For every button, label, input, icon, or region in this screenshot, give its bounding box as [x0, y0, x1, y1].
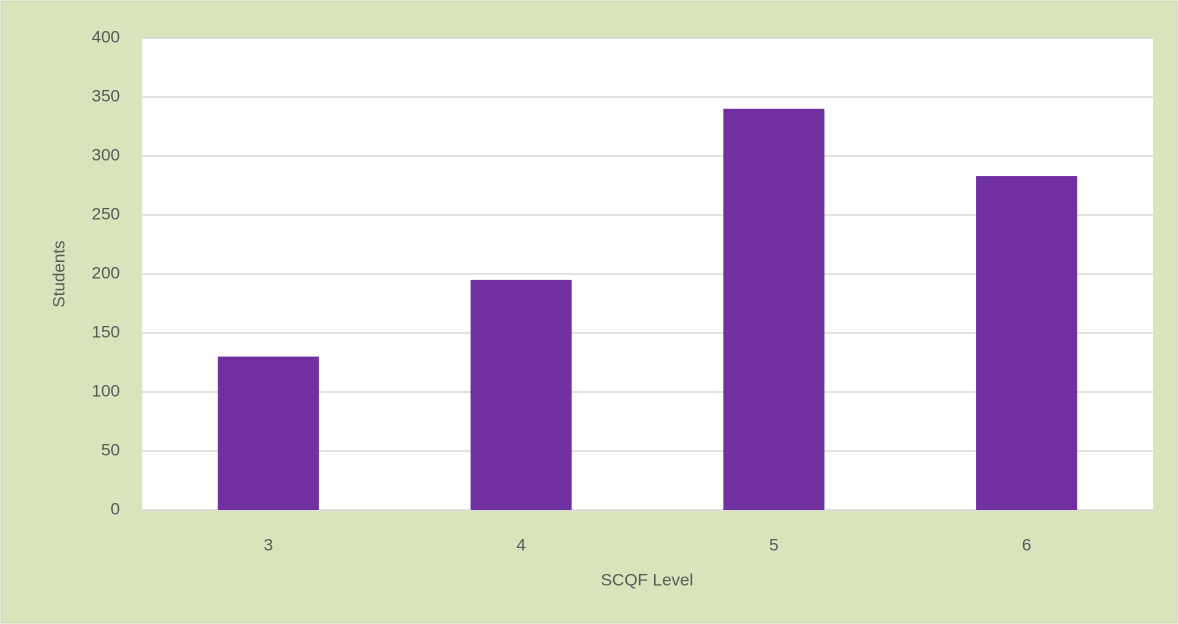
- bar: [976, 176, 1078, 510]
- y-tick-label: 300: [92, 145, 120, 164]
- x-axis-title: SCQF Level: [601, 570, 694, 589]
- x-tick-label: 6: [1022, 535, 1031, 554]
- y-tick-label: 200: [92, 263, 120, 282]
- y-axis-title: Students: [49, 240, 68, 307]
- y-tick-label: 250: [92, 204, 120, 223]
- bar: [470, 279, 572, 510]
- x-tick-label: 3: [264, 535, 273, 554]
- bar: [723, 108, 825, 511]
- y-tick-label: 100: [92, 381, 120, 400]
- x-tick-label: 4: [516, 535, 525, 554]
- x-tick-label: 5: [769, 535, 778, 554]
- y-tick-label: 350: [92, 86, 120, 105]
- bar: [217, 356, 319, 510]
- y-tick-label: 0: [111, 499, 120, 518]
- y-tick-label: 400: [92, 27, 120, 46]
- y-tick-label: 150: [92, 322, 120, 341]
- y-tick-label: 50: [101, 440, 120, 459]
